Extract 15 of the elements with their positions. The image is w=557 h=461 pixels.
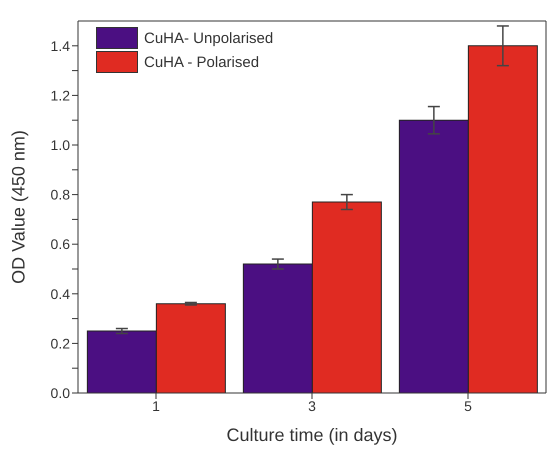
y-axis-title: OD Value (450 nm) bbox=[8, 130, 28, 284]
y-tick-label: 1.0 bbox=[50, 136, 70, 153]
y-tick-label: 0.6 bbox=[50, 236, 70, 252]
legend-label: CuHA - Polarised bbox=[144, 54, 260, 70]
x-tick-label: 3 bbox=[308, 398, 316, 414]
y-tick-label: 1.4 bbox=[50, 38, 70, 54]
y-tick-label: 0.4 bbox=[50, 286, 70, 302]
y-tick-label: 0.8 bbox=[50, 186, 70, 203]
y-tick-label: 0.2 bbox=[50, 335, 70, 352]
legend-label: CuHA- Unpolarised bbox=[144, 30, 274, 46]
x-tick-label: 5 bbox=[464, 398, 472, 414]
x-axis-title: Culture time (in days) bbox=[226, 425, 398, 445]
y-tick-label: 0.0 bbox=[50, 384, 70, 401]
x-tick-label: 1 bbox=[152, 398, 160, 414]
y-tick-label: 1.2 bbox=[50, 87, 70, 104]
